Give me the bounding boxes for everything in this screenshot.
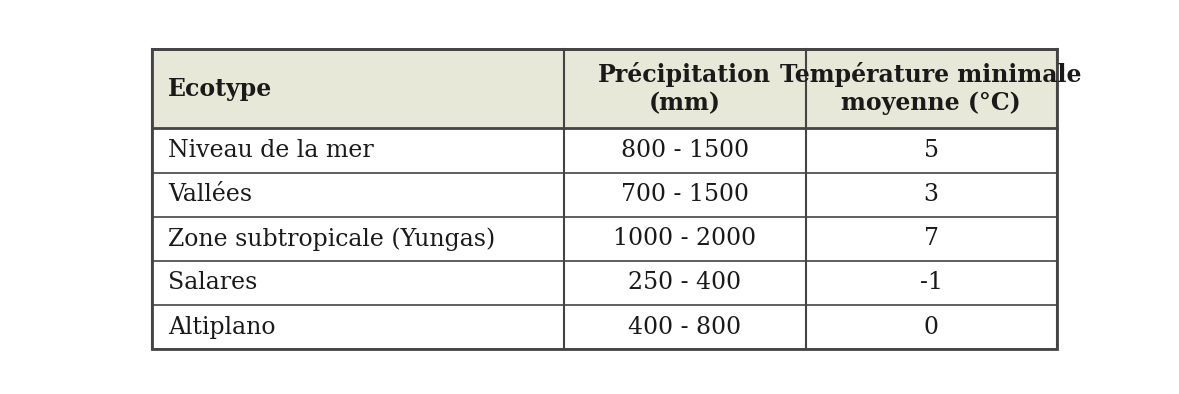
Text: 5: 5 xyxy=(923,139,938,162)
Text: 800 - 1500: 800 - 1500 xyxy=(620,139,749,162)
Text: 7: 7 xyxy=(923,227,938,250)
Text: Altiplano: Altiplano xyxy=(169,316,276,338)
Text: 250 - 400: 250 - 400 xyxy=(628,271,742,294)
Text: 3: 3 xyxy=(923,183,938,206)
Text: Niveau de la mer: Niveau de la mer xyxy=(169,139,374,162)
Text: Zone subtropicale (Yungas): Zone subtropicale (Yungas) xyxy=(169,227,495,251)
Text: 0: 0 xyxy=(923,316,938,338)
Text: Vallées: Vallées xyxy=(169,183,252,206)
Text: Précipitation
(mm): Précipitation (mm) xyxy=(598,62,771,115)
Text: 400 - 800: 400 - 800 xyxy=(628,316,742,338)
Text: 700 - 1500: 700 - 1500 xyxy=(621,183,749,206)
Text: 1000 - 2000: 1000 - 2000 xyxy=(613,227,756,250)
Text: Température minimale
moyenne (°C): Température minimale moyenne (°C) xyxy=(780,62,1082,115)
Text: -1: -1 xyxy=(920,271,943,294)
Text: Salares: Salares xyxy=(169,271,258,294)
Text: Ecotype: Ecotype xyxy=(169,76,272,100)
